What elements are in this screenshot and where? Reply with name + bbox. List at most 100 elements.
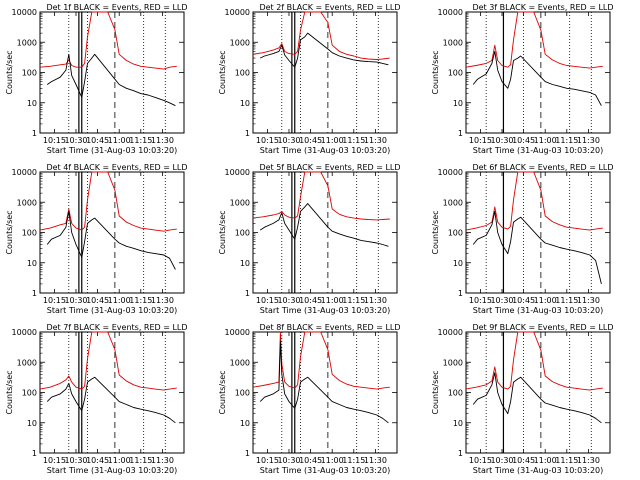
x-tick-label: 11:15: [342, 136, 365, 145]
y-tick-label: 1: [245, 129, 250, 138]
y-tick-label: 1: [245, 289, 250, 298]
events-series-line: [46, 53, 176, 107]
y-tick-label: 1000: [443, 358, 463, 367]
x-tick-label: 10:15: [256, 296, 279, 305]
y-tick-label: 1: [32, 289, 37, 298]
chart-title: Det 8f BLACK = Events, RED = LLD: [259, 323, 400, 332]
x-tick-label: 11:15: [555, 136, 578, 145]
x-tick-label: 10:30: [64, 136, 87, 145]
events-series-line: [46, 376, 176, 424]
x-axis-label: Start Time (31-Aug-03 10:03:20): [260, 306, 391, 315]
lld-series-line: [252, 11, 390, 60]
x-tick-label: 10:15: [256, 456, 279, 465]
lld-series-line: [39, 171, 177, 232]
x-tick-label: 10:30: [64, 456, 87, 465]
x-tick-label: 10:45: [86, 296, 109, 305]
y-tick-label: 10000: [225, 328, 250, 337]
x-tick-label: 11:30: [364, 136, 387, 145]
y-tick-label: 10000: [225, 8, 250, 17]
x-tick-label: 10:15: [469, 456, 492, 465]
lld-series-line: [252, 171, 390, 221]
x-tick-label: 10:15: [43, 296, 66, 305]
lld-series-line: [39, 331, 177, 391]
y-tick-label: 10000: [438, 168, 463, 177]
x-axis-label: Start Time (31-Aug-03 10:03:20): [473, 306, 604, 315]
x-tick-label: 11:30: [577, 296, 600, 305]
y-tick-label: 10000: [438, 8, 463, 17]
y-tick-label: 100: [22, 389, 37, 398]
x-tick-label: 11:00: [534, 296, 557, 305]
y-tick-label: 10: [27, 419, 37, 428]
detector-chart: 1 10 100 1000 10000 10:1510:3010:4511:0011:15…: [5, 163, 188, 315]
chart-title: Det 7f BLACK = Events, RED = LLD: [46, 323, 187, 332]
detector-panel: 1 10 100 1000 10000 10:15 10:30 10:45 11:00 11:15…: [426, 0, 639, 160]
y-tick-label: 1: [245, 449, 250, 458]
y-tick-label: 10: [453, 99, 463, 108]
events-series-line: [259, 340, 389, 424]
y-tick-label: 10000: [12, 8, 37, 17]
x-tick-label: 11:30: [364, 456, 387, 465]
y-tick-label: 10: [240, 419, 250, 428]
detector-chart: 1 10 100 1000 10000 10:1510:3010:4511:0011:15…: [431, 163, 614, 315]
x-tick-label: 10:30: [490, 456, 513, 465]
x-tick-label: 10:45: [86, 456, 109, 465]
x-axis-label: Start Time (31-Aug-03 10:03:20): [47, 306, 178, 315]
lld-series-line: [252, 331, 390, 390]
x-tick-label: 11:30: [577, 136, 600, 145]
x-tick-label: 10:30: [277, 456, 300, 465]
plot-frame: [39, 171, 185, 294]
chart-title: Det 1f BLACK = Events, RED = LLD: [46, 3, 187, 12]
detector-panel: 1 10 100 1000 10000 10:15 10:30 10:45 11:00 11:15…: [0, 320, 213, 480]
x-tick-label: 10:15: [469, 296, 492, 305]
x-tick-label: 10:15: [43, 456, 66, 465]
y-tick-label: 1: [32, 129, 37, 138]
x-axis-label: Start Time (31-Aug-03 10:03:20): [260, 466, 391, 475]
y-axis-label: Counts/sec: [431, 370, 440, 414]
x-tick-label: 10:45: [299, 296, 322, 305]
plot-frame: [465, 11, 611, 134]
y-tick-label: 1: [32, 449, 37, 458]
y-tick-label: 1: [458, 289, 463, 298]
x-tick-label: 11:15: [129, 136, 152, 145]
y-tick-label: 100: [448, 229, 463, 238]
x-tick-label: 11:15: [129, 456, 152, 465]
x-tick-label: 11:00: [108, 136, 131, 145]
detector-panel: 1 10 100 1000 10000 10:15 10:30 10:45 11:00 11:15…: [213, 0, 426, 160]
x-tick-label: 11:00: [321, 456, 344, 465]
x-tick-label: 11:00: [321, 296, 344, 305]
x-tick-label: 11:00: [108, 296, 131, 305]
chart-title: Det 6f BLACK = Events, RED = LLD: [472, 163, 613, 172]
chart-title: Det 5f BLACK = Events, RED = LLD: [259, 163, 400, 172]
detector-panel: 1 10 100 1000 10000 10:15 10:30 10:45 11:00 11:15…: [426, 160, 639, 320]
detector-chart: 1 10 100 1000 10000 10:1510:3010:4511:0011:15…: [218, 3, 401, 155]
events-series-line: [260, 32, 389, 68]
y-tick-label: 100: [448, 69, 463, 78]
y-axis-label: Counts/sec: [5, 370, 14, 414]
x-tick-label: 11:30: [151, 296, 174, 305]
x-tick-label: 11:30: [364, 296, 387, 305]
events-series-line: [472, 372, 602, 424]
x-tick-label: 11:00: [534, 136, 557, 145]
x-axis-label: Start Time (31-Aug-03 10:03:20): [473, 146, 604, 155]
detector-chart: 1 10 100 1000 10000 10:1510:3010:4511:0011:15…: [431, 3, 614, 155]
y-tick-label: 1000: [17, 198, 37, 207]
x-tick-label: 10:15: [469, 136, 492, 145]
detector-chart: 1 10 100 1000 10000 10:1510:3010:4511:0011:15…: [218, 163, 401, 315]
x-tick-label: 10:15: [43, 136, 66, 145]
y-tick-label: 10000: [225, 168, 250, 177]
y-tick-label: 100: [22, 69, 37, 78]
y-tick-label: 100: [235, 69, 250, 78]
y-tick-label: 1: [458, 449, 463, 458]
y-tick-label: 100: [448, 389, 463, 398]
detector-chart: 1 10 100 1000 10000 10:1510:3010:4511:0011:15…: [5, 323, 188, 475]
x-tick-label: 10:30: [490, 296, 513, 305]
x-tick-label: 10:30: [277, 136, 300, 145]
x-tick-label: 10:45: [512, 456, 535, 465]
x-tick-label: 11:00: [321, 136, 344, 145]
y-axis-label: Counts/sec: [218, 50, 227, 94]
y-tick-label: 10: [453, 419, 463, 428]
y-axis-label: Counts/sec: [5, 210, 14, 254]
x-tick-label: 11:15: [342, 456, 365, 465]
x-tick-label: 11:15: [129, 296, 152, 305]
